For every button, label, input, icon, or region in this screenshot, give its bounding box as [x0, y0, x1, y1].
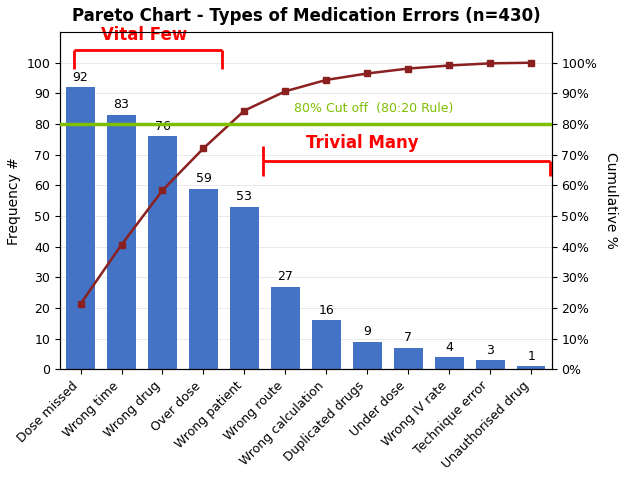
Bar	[394, 348, 422, 369]
Bar	[148, 136, 177, 369]
Bar	[230, 207, 259, 369]
Text: 53: 53	[236, 190, 252, 203]
Text: Vital Few: Vital Few	[101, 26, 188, 44]
Text: 9: 9	[363, 325, 371, 338]
Text: Trivial Many: Trivial Many	[306, 134, 419, 152]
Bar	[476, 360, 504, 369]
Text: 92: 92	[72, 71, 89, 84]
Bar	[66, 87, 95, 369]
Text: 27: 27	[278, 270, 293, 283]
Bar	[517, 367, 546, 369]
Bar	[312, 320, 341, 369]
Y-axis label: Frequency #: Frequency #	[7, 157, 21, 245]
Bar	[107, 115, 136, 369]
Text: 83: 83	[114, 98, 129, 111]
Text: 1: 1	[528, 350, 535, 363]
Text: 16: 16	[319, 304, 334, 317]
Title: Pareto Chart - Types of Medication Errors (n=430): Pareto Chart - Types of Medication Error…	[71, 7, 540, 25]
Text: 59: 59	[196, 172, 211, 185]
Bar	[353, 342, 382, 369]
Bar	[435, 357, 464, 369]
Text: 3: 3	[486, 344, 494, 357]
Bar	[271, 287, 300, 369]
Text: 7: 7	[404, 331, 412, 344]
Y-axis label: Cumulative %: Cumulative %	[604, 152, 618, 249]
Text: 80% Cut off  (80:20 Rule): 80% Cut off (80:20 Rule)	[294, 102, 453, 115]
Text: 4: 4	[445, 340, 453, 354]
Bar	[189, 188, 218, 369]
Text: 76: 76	[154, 120, 171, 133]
